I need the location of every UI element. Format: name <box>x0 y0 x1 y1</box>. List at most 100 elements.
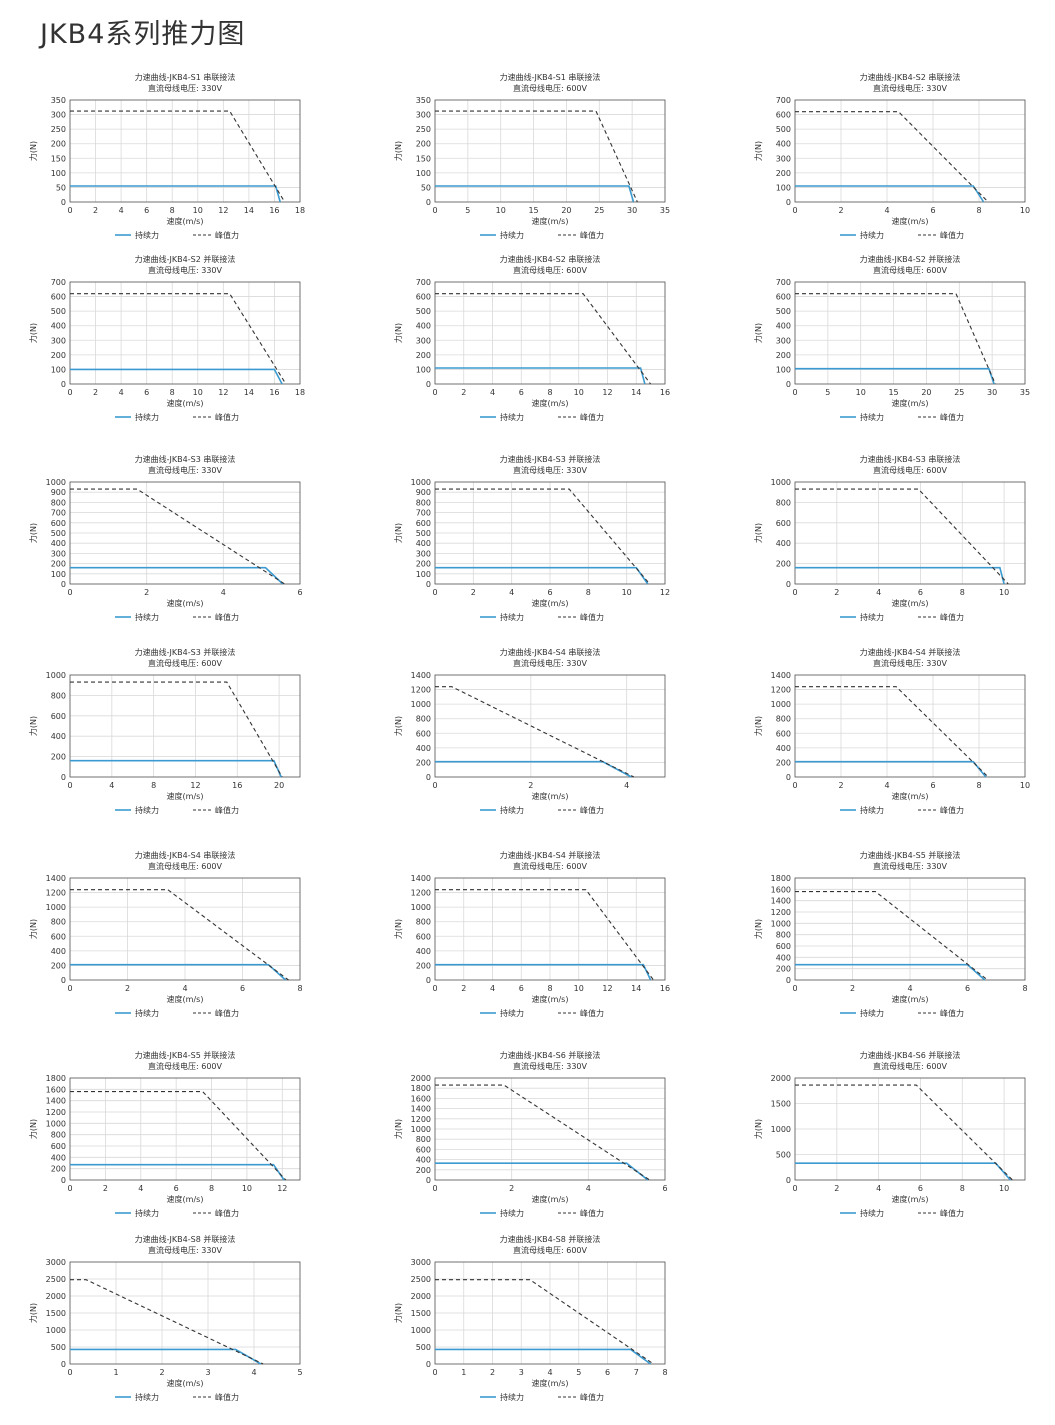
x-tick-label: 3 <box>205 1368 210 1377</box>
y-tick-label: 1200 <box>46 889 66 898</box>
x-tick-label: 4 <box>490 388 495 397</box>
y-tick-label: 1200 <box>411 686 431 695</box>
y-tick-label: 0 <box>61 380 66 389</box>
y-tick-label: 200 <box>51 1165 66 1174</box>
chart-subtitle: 直流母线电压: 330V <box>148 83 223 93</box>
y-tick-label: 200 <box>51 351 66 360</box>
chart-title: 力速曲线-JKB4-S4 串联接法 <box>135 850 236 860</box>
y-tick-label: 400 <box>51 322 66 331</box>
peak-force-line <box>435 293 652 385</box>
chart-subtitle: 直流母线电压: 600V <box>148 861 223 871</box>
x-tick-label: 8 <box>976 781 981 790</box>
y-tick-label: 600 <box>776 942 791 951</box>
y-tick-label: 1200 <box>46 1108 66 1117</box>
peak-force-line <box>70 1091 287 1181</box>
y-tick-label: 500 <box>51 1343 66 1352</box>
y-tick-label: 1800 <box>771 874 791 883</box>
y-axis-label: 力(N) <box>393 323 403 343</box>
chart-subtitle: 直流母线电压: 330V <box>513 465 588 475</box>
y-tick-label: 400 <box>51 947 66 956</box>
chart-subtitle: 直流母线电压: 600V <box>513 861 588 871</box>
y-tick-label: 0 <box>786 198 791 207</box>
chart-title: 力速曲线-JKB4-S1 串联接法 <box>500 72 601 82</box>
y-tick-label: 3000 <box>46 1258 66 1267</box>
y-tick-label: 400 <box>51 1153 66 1162</box>
y-tick-label: 800 <box>51 918 66 927</box>
x-tick-label: 8 <box>960 588 965 597</box>
chart-title: 力速曲线-JKB4-S2 并联接法 <box>860 254 961 264</box>
y-tick-label: 800 <box>51 1131 66 1140</box>
x-tick-label: 8 <box>547 388 552 397</box>
y-tick-label: 0 <box>786 773 791 782</box>
y-axis-label: 力(N) <box>28 716 38 736</box>
legend-peak-label: 峰值力 <box>940 612 964 622</box>
x-tick-label: 0 <box>67 984 72 993</box>
y-tick-label: 600 <box>51 932 66 941</box>
legend-peak-label: 峰值力 <box>940 230 964 240</box>
x-tick-label: 4 <box>884 206 889 215</box>
x-tick-label: 12 <box>602 388 612 397</box>
x-axis-label: 速度(m/s) <box>532 994 569 1004</box>
y-tick-label: 700 <box>416 509 431 518</box>
legend-peak-label: 峰值力 <box>215 805 239 815</box>
y-tick-label: 500 <box>416 529 431 538</box>
chart-subtitle: 直流母线电压: 330V <box>873 83 948 93</box>
x-tick-label: 10 <box>856 388 866 397</box>
y-tick-label: 400 <box>776 322 791 331</box>
y-tick-label: 1000 <box>771 1125 791 1134</box>
legend-continuous-label: 持续力 <box>500 230 524 240</box>
chart-title: 力速曲线-JKB4-S6 并联接法 <box>860 1050 961 1060</box>
y-tick-label: 1500 <box>411 1309 431 1318</box>
chart-title: 力速曲线-JKB4-S1 串联接法 <box>135 72 236 82</box>
x-tick-label: 2 <box>838 206 843 215</box>
x-tick-label: 4 <box>251 1368 256 1377</box>
y-tick-label: 1600 <box>46 1085 66 1094</box>
y-tick-label: 0 <box>786 380 791 389</box>
x-tick-label: 8 <box>960 1184 965 1193</box>
y-tick-label: 0 <box>426 976 431 985</box>
peak-force-line <box>795 891 988 981</box>
x-tick-label: 4 <box>907 984 912 993</box>
plot-frame <box>794 99 1026 203</box>
plot-frame <box>69 1261 301 1365</box>
x-tick-label: 6 <box>930 781 935 790</box>
y-tick-label: 150 <box>51 154 66 163</box>
y-tick-label: 3000 <box>411 1258 431 1267</box>
chart-subtitle: 直流母线电压: 600V <box>873 1061 948 1071</box>
x-tick-label: 16 <box>232 781 242 790</box>
x-axis-label: 速度(m/s) <box>167 1194 204 1204</box>
chart-title: 力速曲线-JKB4-S8 并联接法 <box>500 1234 601 1244</box>
legend-continuous-label: 持续力 <box>860 612 884 622</box>
chart-title: 力速曲线-JKB4-S4 并联接法 <box>860 647 961 657</box>
y-tick-label: 800 <box>776 498 791 507</box>
x-tick-label: 12 <box>218 206 228 215</box>
x-tick-label: 14 <box>631 984 641 993</box>
x-tick-label: 6 <box>174 1184 179 1193</box>
x-tick-label: 2 <box>528 781 533 790</box>
plot-frame <box>69 674 301 778</box>
x-tick-label: 4 <box>586 1184 591 1193</box>
legend-peak-label: 峰值力 <box>215 1208 239 1218</box>
x-tick-label: 6 <box>144 206 149 215</box>
legend-peak-label: 峰值力 <box>580 805 604 815</box>
continuous-force-line <box>435 1348 652 1365</box>
x-axis-label: 速度(m/s) <box>892 791 929 801</box>
continuous-force-line <box>795 760 987 778</box>
x-tick-label: 20 <box>274 781 284 790</box>
x-tick-label: 4 <box>182 984 187 993</box>
y-tick-label: 1500 <box>771 1100 791 1109</box>
y-tick-label: 0 <box>786 1176 791 1185</box>
continuous-force-line <box>70 1348 262 1365</box>
y-tick-label: 500 <box>51 529 66 538</box>
y-tick-label: 1000 <box>771 700 791 709</box>
legend-continuous-label: 持续力 <box>500 1208 524 1218</box>
x-axis-label: 速度(m/s) <box>167 216 204 226</box>
y-tick-label: 400 <box>51 539 66 548</box>
x-tick-label: 4 <box>221 588 226 597</box>
legend-continuous-label: 持续力 <box>500 1008 524 1018</box>
y-tick-label: 1500 <box>46 1309 66 1318</box>
y-tick-label: 2000 <box>411 1074 431 1083</box>
legend-peak-label: 峰值力 <box>215 412 239 422</box>
x-tick-label: 4 <box>119 206 124 215</box>
